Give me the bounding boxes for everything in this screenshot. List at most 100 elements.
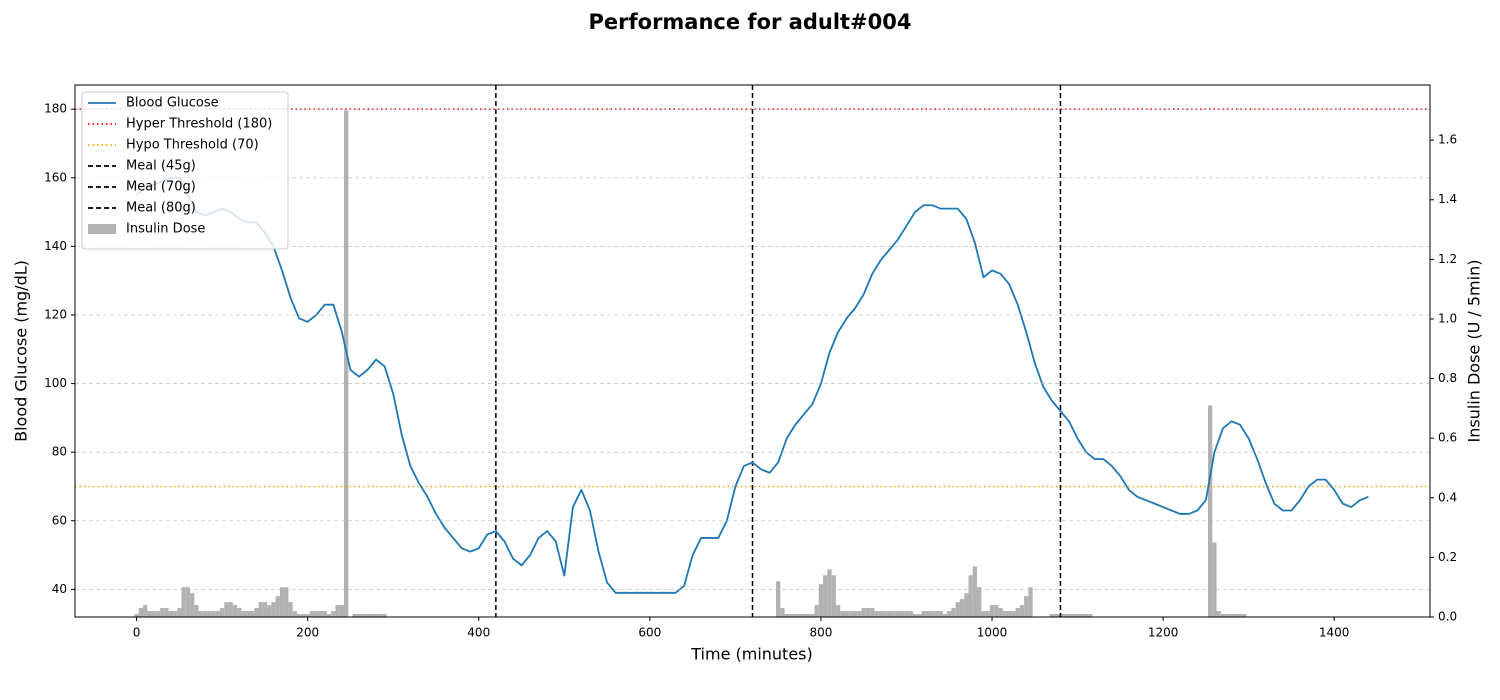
insulin-bar — [279, 587, 285, 617]
insulin-bar — [352, 614, 357, 617]
insulin-bar — [788, 614, 794, 617]
legend-label: Insulin Dose — [126, 222, 205, 237]
x-tick-label: 200 — [296, 626, 319, 640]
insulin-bar — [887, 611, 892, 617]
insulin-bar — [968, 575, 973, 617]
insulin-bar — [972, 566, 978, 617]
insulin-bar — [168, 611, 173, 617]
y2-tick-label: 0.4 — [1438, 490, 1457, 504]
insulin-bar — [1216, 611, 1221, 617]
insulin-bar — [827, 569, 832, 617]
x-tick-label: 0 — [133, 626, 141, 640]
insulin-bar — [870, 608, 875, 617]
insulin-bar — [882, 611, 888, 617]
insulin-bar — [865, 608, 871, 617]
legend-swatch — [88, 224, 116, 234]
insulin-bar — [181, 587, 186, 617]
y-tick-label: 120 — [44, 307, 67, 321]
insulin-bar — [378, 614, 383, 617]
insulin-bar — [857, 611, 862, 617]
y2-tick-label: 1.4 — [1438, 192, 1457, 206]
insulin-bar — [1019, 605, 1025, 617]
insulin-bar — [942, 614, 948, 617]
insulin-bar — [143, 605, 148, 617]
insulin-bar — [900, 611, 905, 617]
insulin-bar — [917, 614, 922, 617]
insulin-bar — [780, 608, 785, 617]
legend-label: Meal (45g) — [126, 159, 196, 174]
insulin-bar — [994, 605, 999, 617]
insulin-bar — [249, 611, 255, 617]
insulin-bar — [818, 584, 824, 617]
insulin-bar — [784, 614, 789, 617]
insulin-bar — [322, 611, 327, 617]
insulin-bar — [254, 608, 259, 617]
y-tick-label: 180 — [44, 102, 67, 116]
insulin-bar — [344, 110, 349, 617]
insulin-bar — [224, 602, 229, 617]
insulin-bar — [981, 611, 986, 617]
insulin-bar — [331, 611, 336, 617]
insulin-bar — [1208, 405, 1213, 617]
insulin-bar — [823, 575, 828, 617]
insulin-bar — [373, 614, 379, 617]
insulin-bar — [793, 614, 798, 617]
insulin-bar — [202, 611, 208, 617]
insulin-bar — [292, 611, 297, 617]
insulin-bar — [776, 581, 781, 617]
insulin-bar — [241, 611, 246, 617]
insulin-bar — [947, 611, 952, 617]
legend-label: Meal (80g) — [126, 201, 196, 216]
insulin-bar — [185, 587, 191, 617]
insulin-bar — [964, 593, 969, 617]
insulin-bar — [237, 608, 242, 617]
insulin-bar — [335, 605, 340, 617]
insulin-bar — [1062, 614, 1067, 617]
insulin-bar — [853, 611, 858, 617]
insulin-bar — [1028, 587, 1033, 617]
insulin-bar — [989, 605, 995, 617]
insulin-bar — [1225, 614, 1230, 617]
insulin-bar — [925, 611, 931, 617]
insulin-bar — [1242, 614, 1247, 617]
insulin-bar — [365, 614, 370, 617]
x-tick-label: 800 — [809, 626, 832, 640]
x-tick-label: 1200 — [1148, 626, 1179, 640]
insulin-bar — [912, 614, 918, 617]
glucose-line — [136, 176, 1369, 594]
insulin-bar — [1229, 614, 1234, 617]
insulin-bar — [1088, 614, 1093, 617]
insulin-bar — [938, 611, 943, 617]
y-tick-label: 140 — [44, 239, 67, 253]
y-tick-label: 100 — [44, 376, 67, 390]
y2-tick-label: 0.0 — [1438, 610, 1457, 624]
insulin-bar — [977, 587, 982, 617]
x-axis-label: Time (minutes) — [690, 645, 813, 664]
insulin-bar — [878, 611, 883, 617]
y-tick-label: 40 — [52, 582, 67, 596]
legend-label: Hyper Threshold (180) — [126, 117, 272, 132]
plot-frame — [74, 84, 1431, 618]
insulin-bar — [271, 602, 276, 617]
insulin-bar — [305, 614, 310, 617]
insulin-bar — [831, 575, 836, 617]
insulin-bar — [190, 593, 195, 617]
insulin-bar — [151, 611, 156, 617]
insulin-bar — [369, 614, 374, 617]
insulin-bar — [1079, 614, 1084, 617]
insulin-bar — [164, 608, 169, 617]
insulin-bar — [160, 608, 165, 617]
insulin-bar — [296, 614, 302, 617]
y2-tick-label: 0.6 — [1438, 431, 1457, 445]
insulin-bar — [848, 611, 854, 617]
insulin-bar — [258, 602, 263, 617]
insulin-bar — [840, 611, 845, 617]
insulin-bar — [959, 599, 965, 617]
insulin-bar — [1071, 614, 1076, 617]
x-tick-label: 600 — [638, 626, 661, 640]
insulin-bar — [835, 605, 841, 617]
insulin-bar — [1233, 614, 1238, 617]
y-axis-label: Blood Glucose (mg/dL) — [12, 260, 31, 442]
insulin-bar — [814, 605, 819, 617]
insulin-bar — [275, 596, 280, 617]
